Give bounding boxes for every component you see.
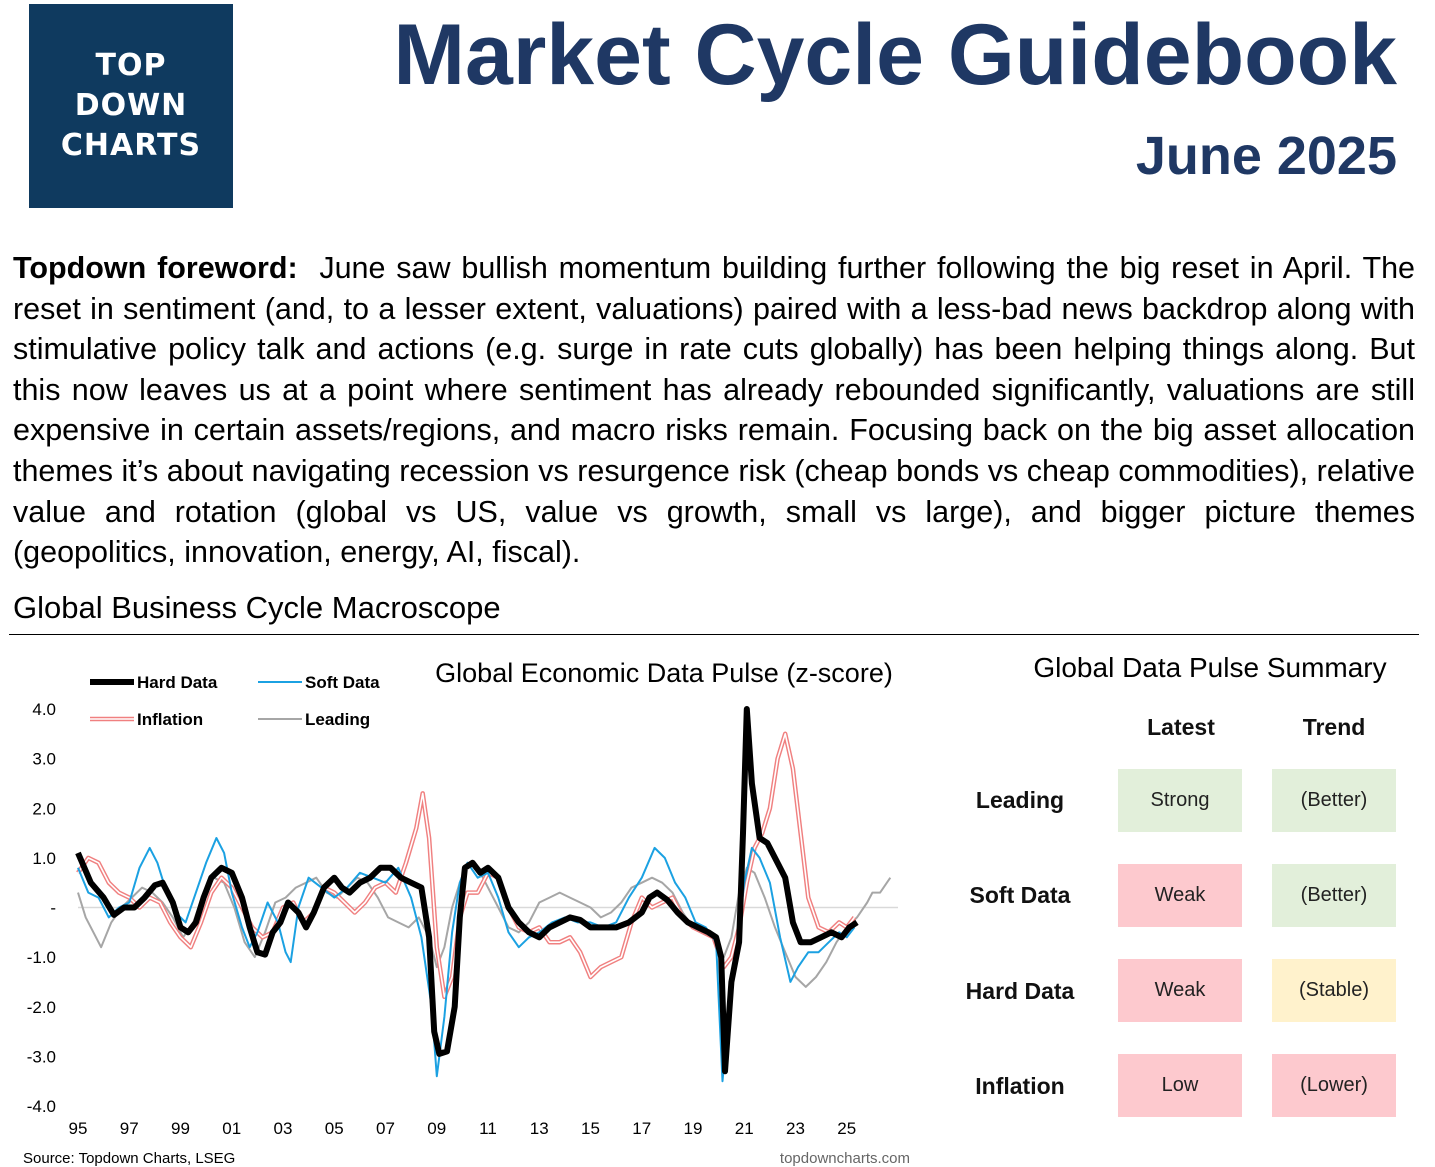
section-divider <box>9 634 1419 635</box>
x-tick-label: 07 <box>376 1119 395 1138</box>
chart-legend: Hard Data Soft Data Inflation Leading <box>90 673 380 729</box>
cell-soft-data-trend: (Better) <box>1272 864 1396 927</box>
foreword-label: Topdown foreword: <box>13 251 298 285</box>
x-tick-label: 21 <box>735 1119 754 1138</box>
y-tick-label: - <box>50 899 56 918</box>
logo-line: CHARTS <box>60 128 202 163</box>
cell-inflation-trend: (Lower) <box>1272 1054 1396 1117</box>
x-tick-label: 25 <box>837 1119 856 1138</box>
row-label-soft-data: Soft Data <box>969 882 1071 908</box>
row-label-hard-data: Hard Data <box>965 978 1075 1004</box>
chart-series <box>75 706 892 1083</box>
page-title: Market Cycle Guidebook <box>393 7 1397 103</box>
logo-line: TOP <box>95 48 167 83</box>
y-tick-label: 3.0 <box>32 750 56 769</box>
x-tick-label: 95 <box>69 1119 88 1138</box>
chart-axes: 4.0 3.0 2.0 1.0 - -1.0 -2.0 -3.0 -4.0 95 97 99 01 03 0… <box>27 700 898 1138</box>
column-header-latest: Latest <box>1147 714 1215 740</box>
chart-source: Source: Topdown Charts, LSEG <box>23 1150 235 1167</box>
chart-title: Global Economic Data Pulse (z-score) <box>435 658 893 688</box>
chart-watermark: topdowncharts.com <box>780 1150 910 1167</box>
legend-label-leading: Leading <box>305 710 370 729</box>
page-date: June 2025 <box>1135 126 1397 186</box>
logo-line: DOWN <box>74 88 188 123</box>
x-tick-label: 05 <box>325 1119 344 1138</box>
legend-label-soft-data: Soft Data <box>305 673 380 692</box>
hard-data-line <box>75 706 859 1075</box>
row-label-leading: Leading <box>975 787 1065 813</box>
section-title: Global Business Cycle Macroscope <box>13 590 501 625</box>
y-tick-label: 2.0 <box>32 799 56 818</box>
x-tick-label: 13 <box>530 1119 549 1138</box>
column-header-trend: Trend <box>1302 714 1366 740</box>
x-tick-label: 19 <box>684 1119 703 1138</box>
legend-label-hard-data: Hard Data <box>137 673 218 692</box>
y-tick-label: 1.0 <box>32 849 56 868</box>
x-tick-label: 01 <box>222 1119 241 1138</box>
x-tick-label: 09 <box>427 1119 446 1138</box>
x-tick-label: 03 <box>274 1119 293 1138</box>
summary-title: Global Data Pulse Summary <box>1033 652 1387 683</box>
cell-leading-trend: (Better) <box>1272 769 1396 832</box>
cell-leading-latest: Strong <box>1118 769 1242 832</box>
foreword-paragraph: Topdown foreword: June saw bullish momen… <box>13 248 1415 573</box>
x-tick-label: 99 <box>171 1119 190 1138</box>
x-tick-label: 23 <box>786 1119 805 1138</box>
x-tick-label: 15 <box>581 1119 600 1138</box>
x-tick-label: 11 <box>479 1119 497 1138</box>
foreword-text: June saw bullish momentum building furth… <box>13 251 1415 570</box>
x-tick-label: 97 <box>120 1119 139 1138</box>
y-tick-label: -4.0 <box>27 1097 56 1116</box>
y-tick-label: -1.0 <box>27 948 56 967</box>
y-tick-label: -2.0 <box>27 998 56 1017</box>
brand-logo: TOP DOWN CHARTS <box>29 4 233 208</box>
cell-soft-data-latest: Weak <box>1118 864 1242 927</box>
x-tick-label: 17 <box>632 1119 651 1138</box>
y-tick-label: -3.0 <box>27 1047 56 1066</box>
legend-label-inflation: Inflation <box>137 710 203 729</box>
row-label-inflation: Inflation <box>975 1073 1065 1099</box>
data-pulse-chart: Global Economic Data Pulse (z-score) Har… <box>23 658 910 1167</box>
cell-hard-data-latest: Weak <box>1118 959 1242 1022</box>
cell-inflation-latest: Low <box>1118 1054 1242 1117</box>
cell-hard-data-trend: (Stable) <box>1272 959 1396 1022</box>
y-tick-label: 4.0 <box>32 700 56 719</box>
